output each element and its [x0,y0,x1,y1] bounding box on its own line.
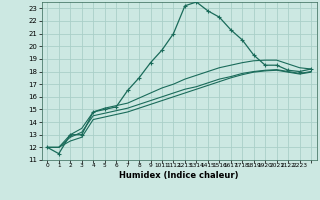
X-axis label: Humidex (Indice chaleur): Humidex (Indice chaleur) [119,171,239,180]
